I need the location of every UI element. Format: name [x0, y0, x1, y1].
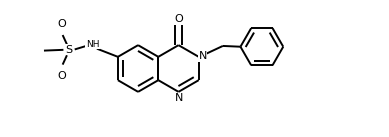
Text: O: O — [58, 71, 66, 81]
Text: NH: NH — [86, 40, 99, 49]
Text: N: N — [198, 51, 207, 61]
Text: O: O — [174, 14, 183, 24]
Text: N: N — [175, 93, 184, 103]
Text: O: O — [58, 19, 66, 29]
Text: S: S — [65, 45, 72, 55]
